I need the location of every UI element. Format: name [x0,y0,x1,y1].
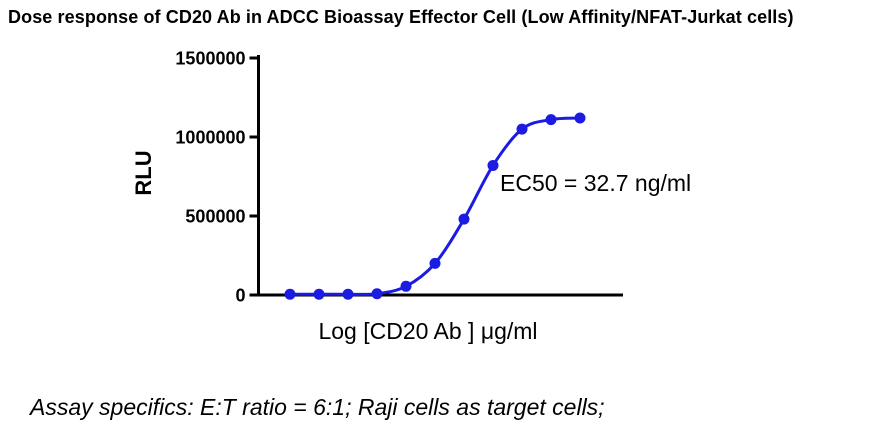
data-point-marker [458,213,470,225]
ec50-annotation: EC50 = 32.7 ng/ml [500,170,692,196]
data-point-marker [400,280,412,292]
data-point-marker [284,288,296,300]
data-point-marker [574,112,586,124]
y-tick-label: 1500000 [175,49,245,69]
data-point-marker [429,257,441,269]
y-tick-label: 500000 [185,207,245,227]
y-tick-label: 1000000 [175,128,245,148]
assay-footnote: Assay specifics: E:T ratio = 6:1; Raji c… [30,394,605,420]
y-tick-label: 0 [235,286,245,306]
y-axis-label: RLU [131,150,156,196]
data-point-marker [342,288,354,300]
x-axis-label: Log [CD20 Ab ] μg/ml [318,318,538,344]
chart-title: Dose response of CD20 Ab in ADCC Bioassa… [8,7,794,27]
data-point-marker [545,114,557,126]
data-point-marker [371,288,383,300]
data-point-marker [313,288,325,300]
data-point-marker [487,159,499,171]
data-point-marker [516,123,528,135]
